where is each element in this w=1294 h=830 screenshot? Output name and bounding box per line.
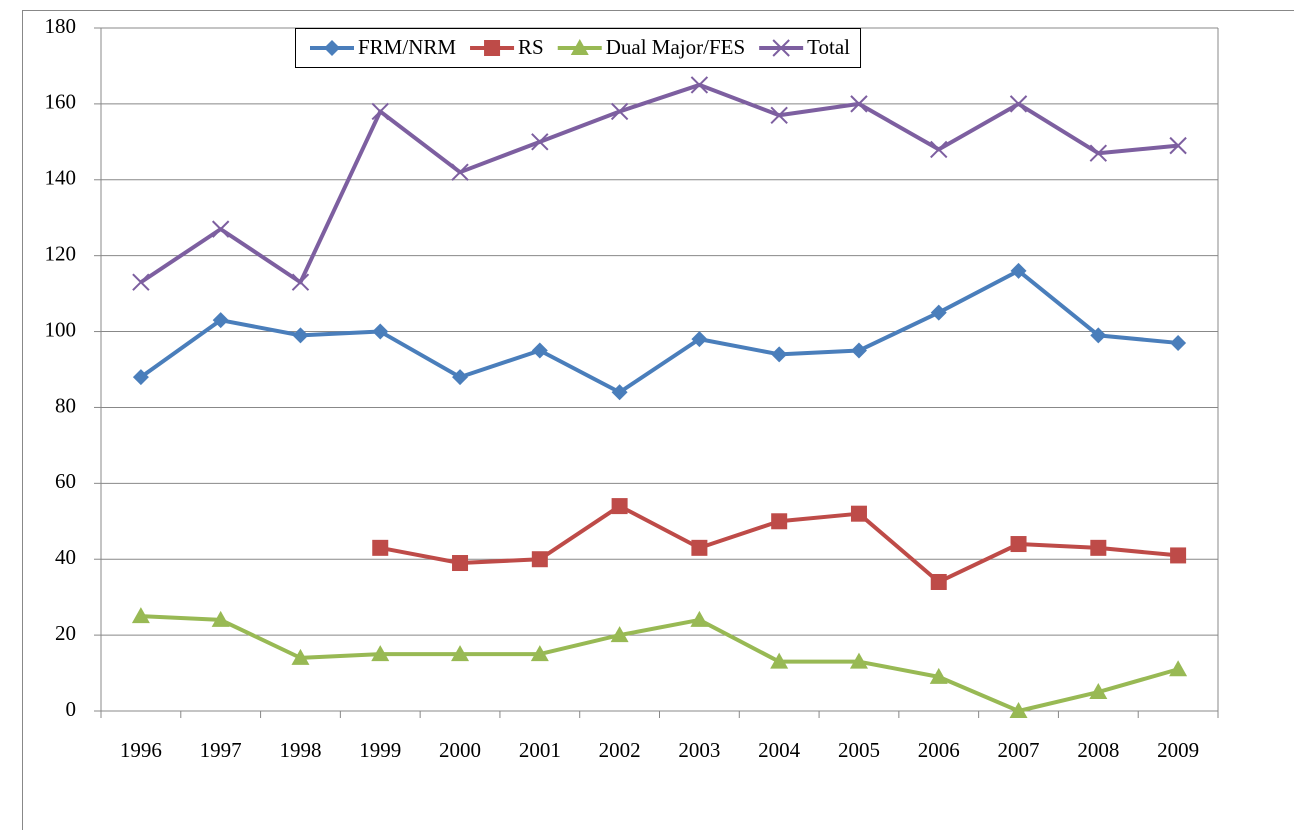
marker-diamond [1010,262,1027,279]
marker-diamond [212,312,229,329]
marker-x [1089,144,1108,162]
x-tick-label: 1999 [359,738,401,762]
y-tick-label: 40 [55,545,76,569]
marker-triangle [610,626,629,643]
marker-x [772,39,790,57]
marker-triangle [1089,683,1108,700]
y-tick-label: 100 [45,317,77,341]
legend-label: RS [518,35,544,59]
marker-square [1090,539,1107,556]
series-line [139,82,1179,285]
x-tick-label: 2008 [1077,738,1119,762]
marker-square [850,505,867,522]
marker-x [1169,136,1187,155]
marker-square [452,555,469,572]
x-tick-label: 2006 [918,738,960,762]
series-line [140,614,1179,713]
marker-square [771,513,788,530]
marker-x [770,106,788,124]
marker-triangle [530,645,549,662]
marker-triangle [1169,660,1188,677]
marker-diamond [452,369,469,386]
x-tick-label: 2004 [758,738,801,762]
marker-x [291,273,310,291]
y-tick-label: 20 [55,621,76,645]
marker-x [610,102,629,121]
marker-square [691,539,708,556]
marker-diamond [691,331,708,348]
x-tick-label: 1996 [120,738,162,762]
x-tick-label: 1997 [200,738,242,762]
marker-triangle [131,607,150,624]
marker-triangle [211,610,230,627]
legend-label: Dual Major/FES [606,35,745,59]
marker-square [531,551,548,568]
marker-triangle [371,645,390,662]
x-tick-label: 2007 [998,738,1040,762]
marker-diamond [132,369,149,386]
marker-diamond [611,384,628,401]
marker-diamond [1170,334,1187,351]
y-tick-label: 180 [45,14,77,38]
marker-diamond [324,40,340,56]
y-tick-label: 120 [45,241,77,265]
marker-triangle [929,667,948,684]
marker-square [930,573,947,590]
marker-square [1170,547,1187,564]
marker-x [690,76,709,94]
marker-diamond [850,342,867,359]
y-tick-label: 80 [55,393,76,417]
marker-triangle [770,652,789,669]
marker-diamond [531,342,548,359]
marker-triangle [849,652,868,669]
marker-triangle [1009,702,1028,718]
x-tick-label: 2003 [678,738,720,762]
marker-x [1009,95,1028,113]
marker-diamond [771,346,788,363]
marker-triangle [451,645,470,662]
x-tick-label: 2000 [439,738,481,762]
y-tick-label: 0 [66,697,77,721]
marker-triangle [570,39,589,55]
marker-diamond [292,327,309,344]
marker-x [531,133,549,151]
legend-label: FRM/NRM [358,35,456,59]
marker-x [211,220,230,238]
marker-square [372,539,389,556]
y-tick-label: 140 [45,166,77,190]
marker-x [132,273,150,291]
y-tick-label: 160 [45,90,77,114]
x-tick-label: 2005 [838,738,880,762]
x-tick-label: 2002 [599,738,641,762]
series-layer [131,76,1188,718]
legend: FRM/NRM RS Dual Major/FES Total [295,28,862,68]
marker-square [611,498,628,515]
marker-triangle [690,610,709,627]
x-tick-label: 1998 [279,738,321,762]
x-tick-label: 2009 [1157,738,1199,762]
chart-frame [22,10,1294,830]
series-line [139,268,1179,395]
marker-diamond [372,323,389,340]
marker-x [371,102,389,121]
x-tick-label: 2001 [519,738,561,762]
marker-square [1010,536,1027,553]
marker-x [850,95,868,113]
marker-x [930,140,948,159]
axes: 0 20 40 60 80 100 120 140 160 180 1996 1997 1998 1999… [45,14,1219,762]
marker-diamond [930,304,947,321]
marker-diamond [1090,327,1107,344]
marker-square [484,40,501,56]
y-tick-label: 60 [55,469,76,493]
marker-x [451,163,469,181]
marker-triangle [291,648,310,665]
legend-label: Total [807,35,850,59]
